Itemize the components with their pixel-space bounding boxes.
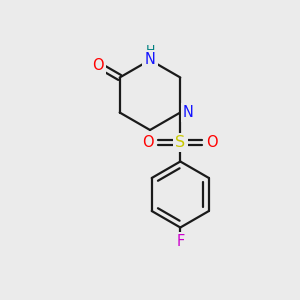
Text: O: O xyxy=(206,135,218,150)
Text: N: N xyxy=(145,52,155,68)
Text: O: O xyxy=(92,58,104,73)
Text: O: O xyxy=(142,135,154,150)
Text: F: F xyxy=(176,234,184,249)
Text: S: S xyxy=(175,135,185,150)
Text: H: H xyxy=(145,44,155,56)
Text: N: N xyxy=(183,105,194,120)
